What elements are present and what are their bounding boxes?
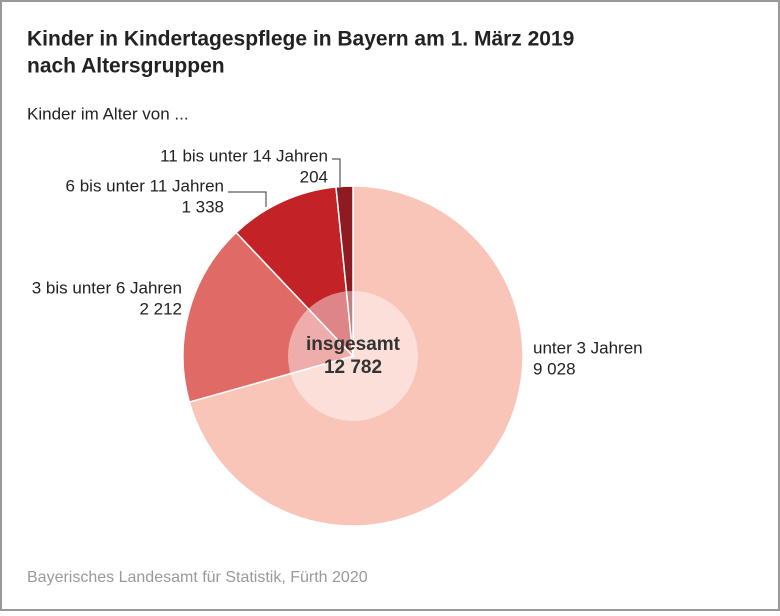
value-label: 2 212 <box>139 299 182 318</box>
leader-line <box>332 158 341 187</box>
slice-label: 11 bis unter 14 Jahren <box>160 146 328 165</box>
value-label: 1 338 <box>181 197 224 216</box>
chart-title: Kinder in Kindertagespflege in Bayern am… <box>27 28 574 51</box>
pie-slice <box>235 186 354 359</box>
leader-line <box>228 191 267 207</box>
center-circle <box>288 291 418 421</box>
slice-label: 6 bis unter 11 Jahren <box>66 176 224 195</box>
pie-slice <box>335 185 354 357</box>
chart-title: nach Altersgruppen <box>27 55 225 78</box>
pie-slice <box>188 185 524 527</box>
value-label: 9 028 <box>533 359 576 378</box>
value-label: 204 <box>300 167 328 186</box>
center-label: insgesamt <box>306 334 401 355</box>
subtitle: Kinder im Alter von ... <box>27 104 189 123</box>
source: Bayerisches Landesamt für Statistik, Für… <box>27 569 368 586</box>
slice-label: 3 bis unter 6 Jahren <box>32 278 182 297</box>
center-total: 12 782 <box>324 357 382 378</box>
slice-label: unter 3 Jahren <box>533 338 643 357</box>
pie-slice <box>182 231 355 404</box>
